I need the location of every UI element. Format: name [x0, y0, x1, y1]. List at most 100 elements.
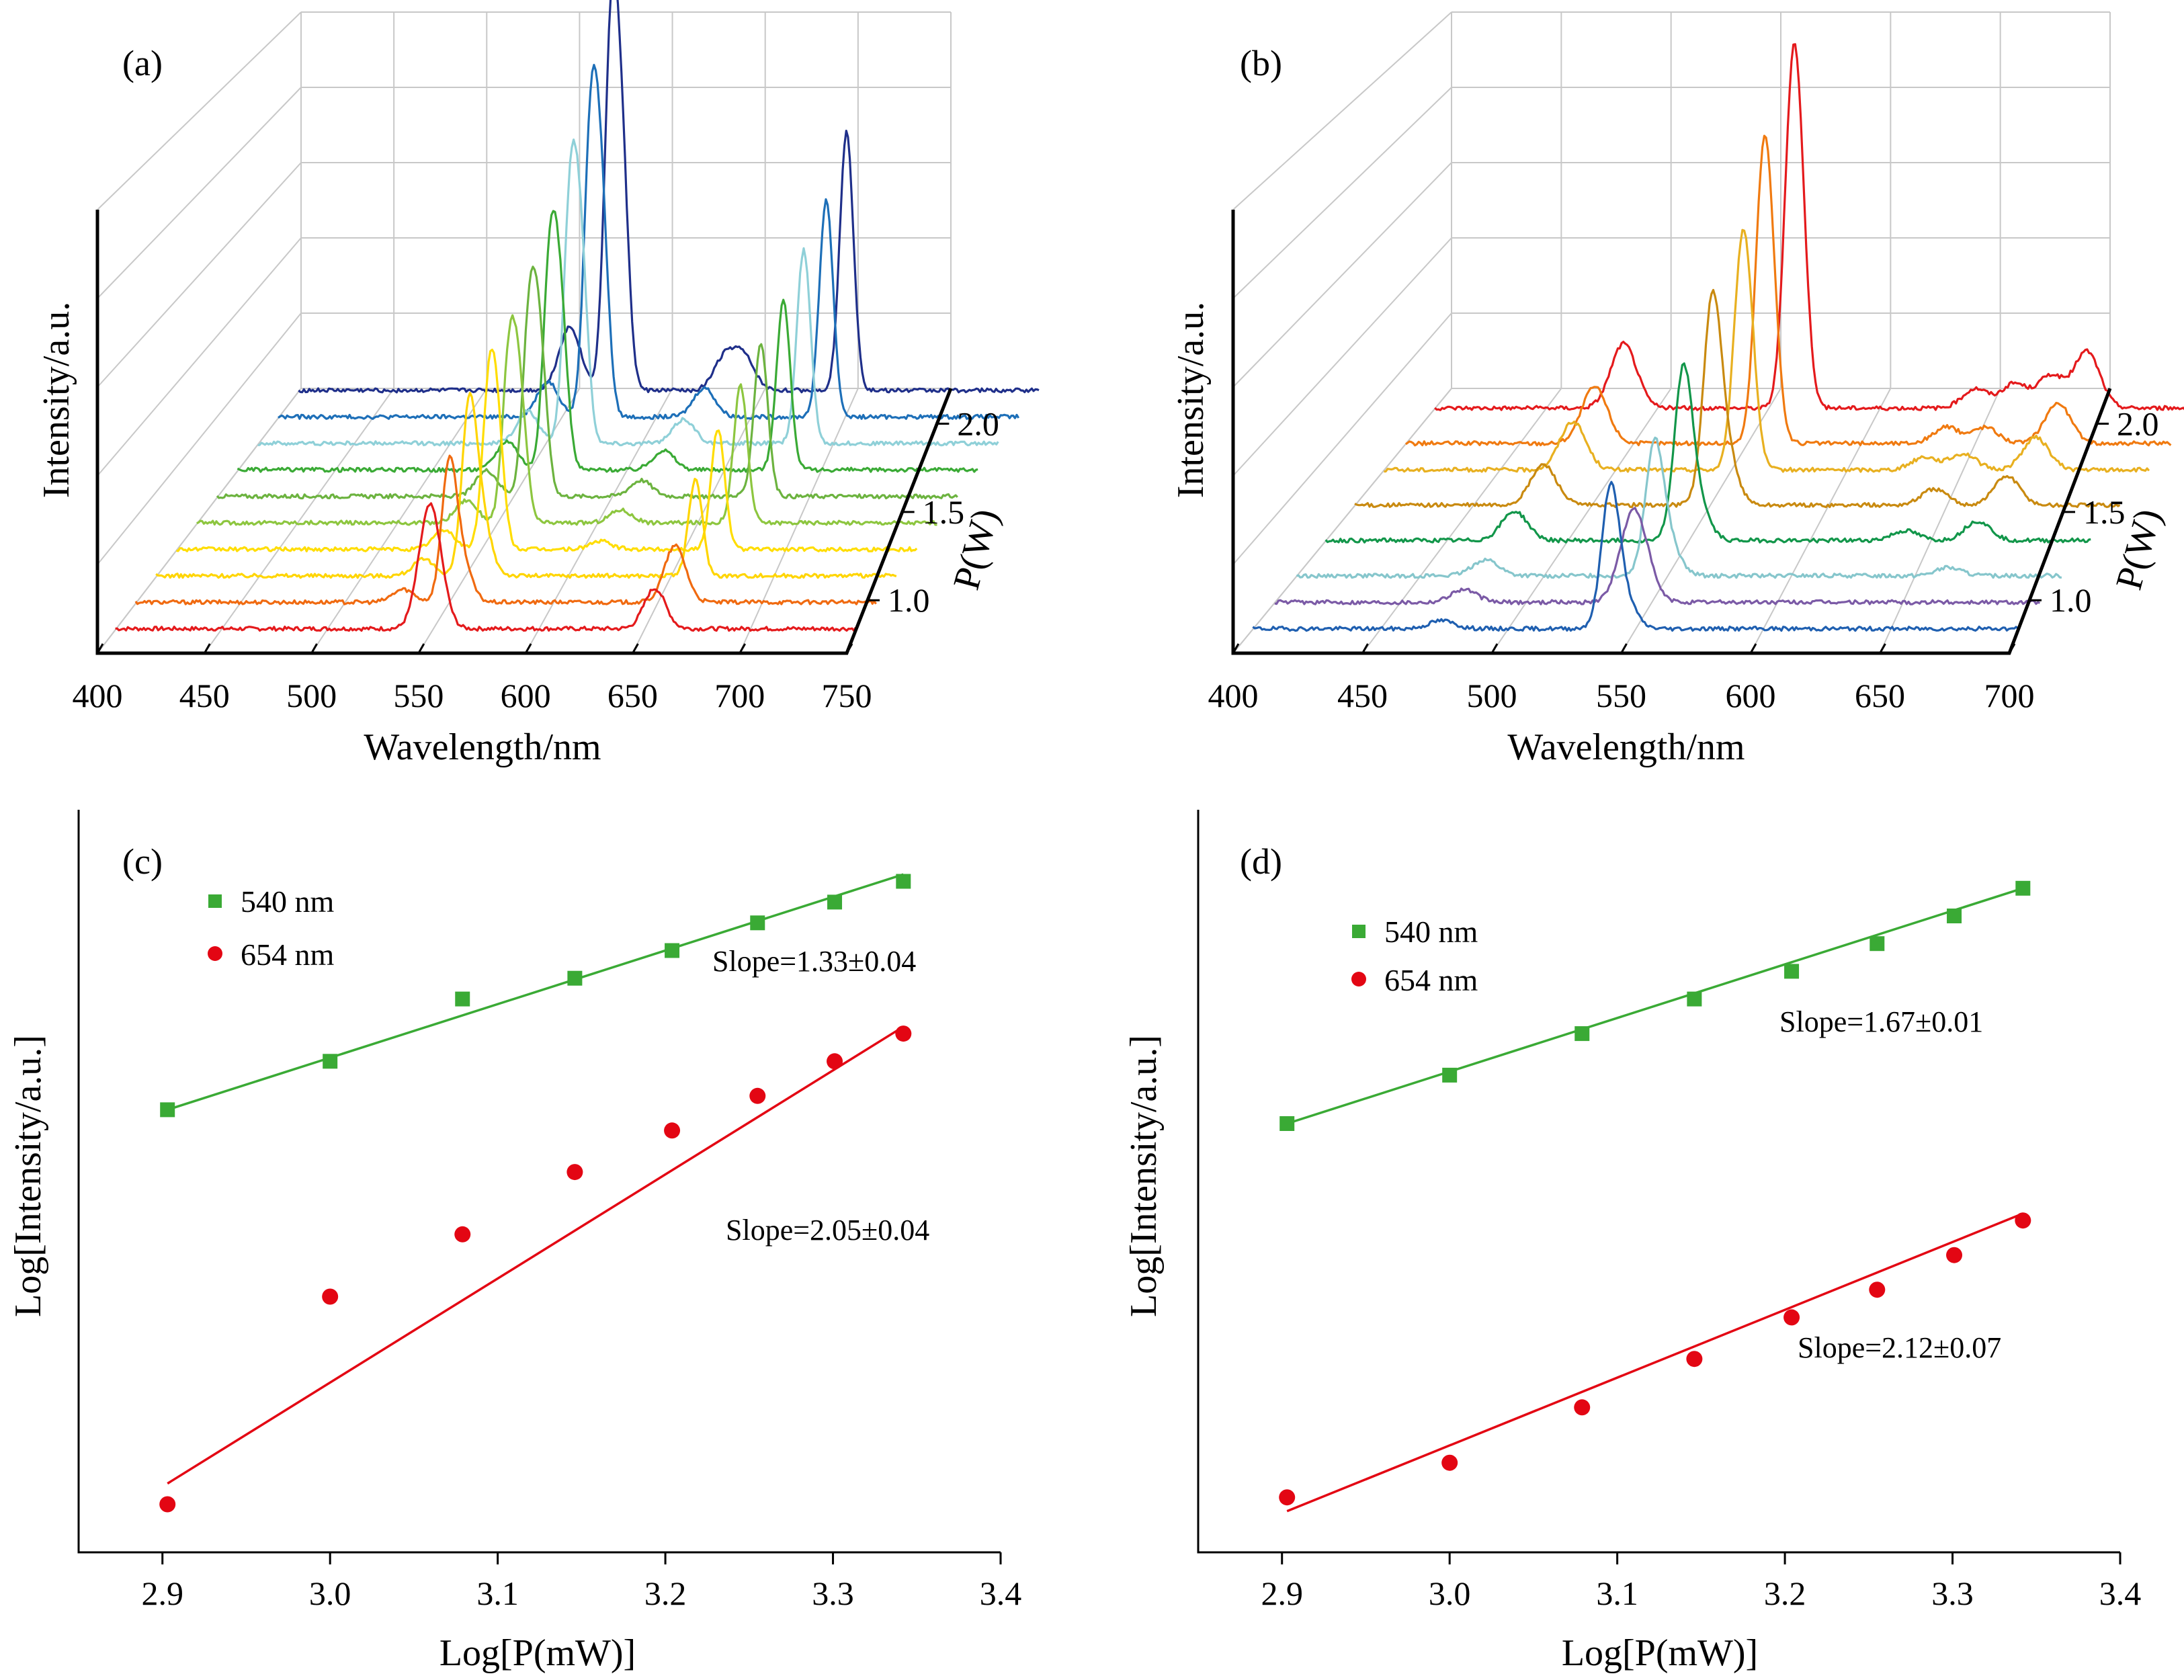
spectrum-line: [216, 265, 958, 500]
data-point: [160, 1102, 175, 1118]
panel-a-3d-grid: [97, 11, 952, 654]
legend-540-marker: [208, 894, 222, 908]
legend-654-label: 654 nm: [241, 937, 335, 972]
data-point: [896, 874, 911, 889]
x-tick: [524, 643, 532, 654]
data-point: [1574, 1399, 1591, 1416]
data-point: [750, 915, 765, 931]
x-tick-label: 3.3: [1931, 1574, 1974, 1612]
legend-540-label: 540 nm: [1384, 915, 1478, 949]
grid-line: [1232, 87, 1452, 299]
x-tick-label: 2.9: [141, 1574, 183, 1612]
x-tick-label: 3.0: [1429, 1574, 1471, 1612]
data-point: [1947, 909, 1962, 923]
legend-654-label: 654 nm: [1384, 963, 1478, 997]
spectrum-line: [278, 64, 1020, 420]
grid-line: [1232, 162, 1452, 388]
data-point: [1574, 1026, 1590, 1042]
fit-line: [1286, 1212, 2023, 1513]
panel-b-label: (b): [1240, 43, 1282, 83]
grid-line: [1232, 388, 1452, 654]
x-tick: [739, 643, 747, 654]
grid-line: [97, 11, 302, 210]
data-point: [2015, 1212, 2031, 1229]
grid-line: [97, 162, 302, 388]
z-tick-label: 1.5: [923, 493, 965, 531]
x-tick-label: 600: [1726, 677, 1776, 714]
spectrum-line: [1296, 436, 2062, 579]
x-tick-label: 3.1: [476, 1574, 519, 1612]
x-tick: [1361, 643, 1369, 654]
grid-line: [204, 388, 394, 654]
grid-line: [97, 237, 302, 476]
x-tick: [2008, 643, 2016, 654]
panel-d-label: (d): [1240, 841, 1282, 882]
x-tick-label: 700: [1984, 677, 2035, 714]
x-tick: [1879, 643, 1886, 654]
x-tick-label: 600: [501, 677, 551, 714]
data-point: [322, 1288, 339, 1305]
spectrum-line: [196, 314, 937, 526]
grid-line: [1491, 388, 1672, 654]
spectrum-line: [134, 454, 877, 605]
data-point: [1784, 964, 1800, 979]
grid-line: [1232, 312, 1452, 565]
spectrum-line: [176, 348, 918, 552]
slope-654-annotation: Slope=2.05±0.04: [726, 1214, 929, 1247]
x-tick-label: 400: [1208, 677, 1259, 714]
x-tick-label: 500: [286, 677, 337, 714]
x-tick-label: 750: [822, 677, 872, 714]
data-point: [1870, 936, 1885, 952]
panel-c-scatter: 2.9 3.0 3.1 3.2 3.3 3.4 (c) 540 nm 654 nm Slo…: [7, 810, 1021, 1674]
x-tick: [96, 643, 104, 654]
data-point: [1783, 1309, 1800, 1326]
x-tick: [1749, 643, 1757, 654]
spectrum-line: [1325, 362, 2091, 544]
x-tick: [417, 643, 425, 654]
data-point: [159, 1496, 176, 1513]
grid-line: [1232, 237, 1452, 476]
panel-d-axes: [1197, 810, 2120, 1554]
data-point: [567, 970, 583, 986]
x-tick-label: 450: [1337, 677, 1388, 714]
x-tick-label: 3.3: [812, 1574, 854, 1612]
z-tick-label: 2.0: [957, 405, 999, 443]
x-tick-label: 500: [1467, 677, 1517, 714]
panel-c-y-axis-title: Log[Intensity/a.u.]: [7, 1035, 49, 1317]
panel-d-scatter: 2.9 3.0 3.1 3.2 3.3 3.4 (d) 540 nm 654 nm Slo…: [1123, 810, 2141, 1674]
panel-b-x-tick-labels: 400 450 500 550 600 650 700: [1208, 643, 2035, 714]
panel-d-x-ticks: 2.9 3.0 3.1 3.2 3.3 3.4: [1261, 1552, 2141, 1612]
panel-c-x-ticks: 2.9 3.0 3.1 3.2 3.3 3.4: [141, 1552, 1021, 1612]
spectrum-line: [115, 502, 857, 632]
grid-line: [632, 388, 766, 654]
legend-654-marker: [1351, 972, 1366, 986]
grid-line: [97, 87, 302, 299]
grid-line: [97, 312, 302, 565]
data-point: [665, 943, 680, 958]
x-tick: [1232, 643, 1240, 654]
x-tick: [310, 643, 318, 654]
spectrum-line: [257, 138, 999, 447]
z-tick-label: 1.0: [2050, 581, 2092, 619]
panel-a-x-tick-labels: 400 450 500 550 600 650 700 750: [73, 643, 872, 714]
spectrum-line: [1404, 134, 2172, 447]
slope-654-annotation: Slope=2.12±0.07: [1798, 1331, 2001, 1364]
data-point: [1442, 1067, 1458, 1083]
fit-line: [1286, 887, 2023, 1125]
x-tick-label: 650: [607, 677, 658, 714]
panel-b-spectra: [1252, 43, 2184, 632]
z-tick-label: 1.0: [888, 581, 930, 619]
legend-540-marker: [1352, 925, 1366, 938]
data-point: [454, 1226, 471, 1243]
slope-540-annotation: Slope=1.67±0.01: [1779, 1005, 1983, 1038]
data-point: [895, 1025, 912, 1042]
data-point: [1686, 1351, 1703, 1368]
x-tick: [632, 643, 639, 654]
grid-line: [1879, 388, 2001, 654]
data-point: [827, 1053, 843, 1070]
spectrum-line: [1434, 43, 2184, 411]
data-point: [1279, 1489, 1296, 1506]
x-tick-label: 700: [714, 677, 765, 714]
x-tick-label: 450: [179, 677, 230, 714]
spectrum-line: [1274, 507, 2041, 605]
